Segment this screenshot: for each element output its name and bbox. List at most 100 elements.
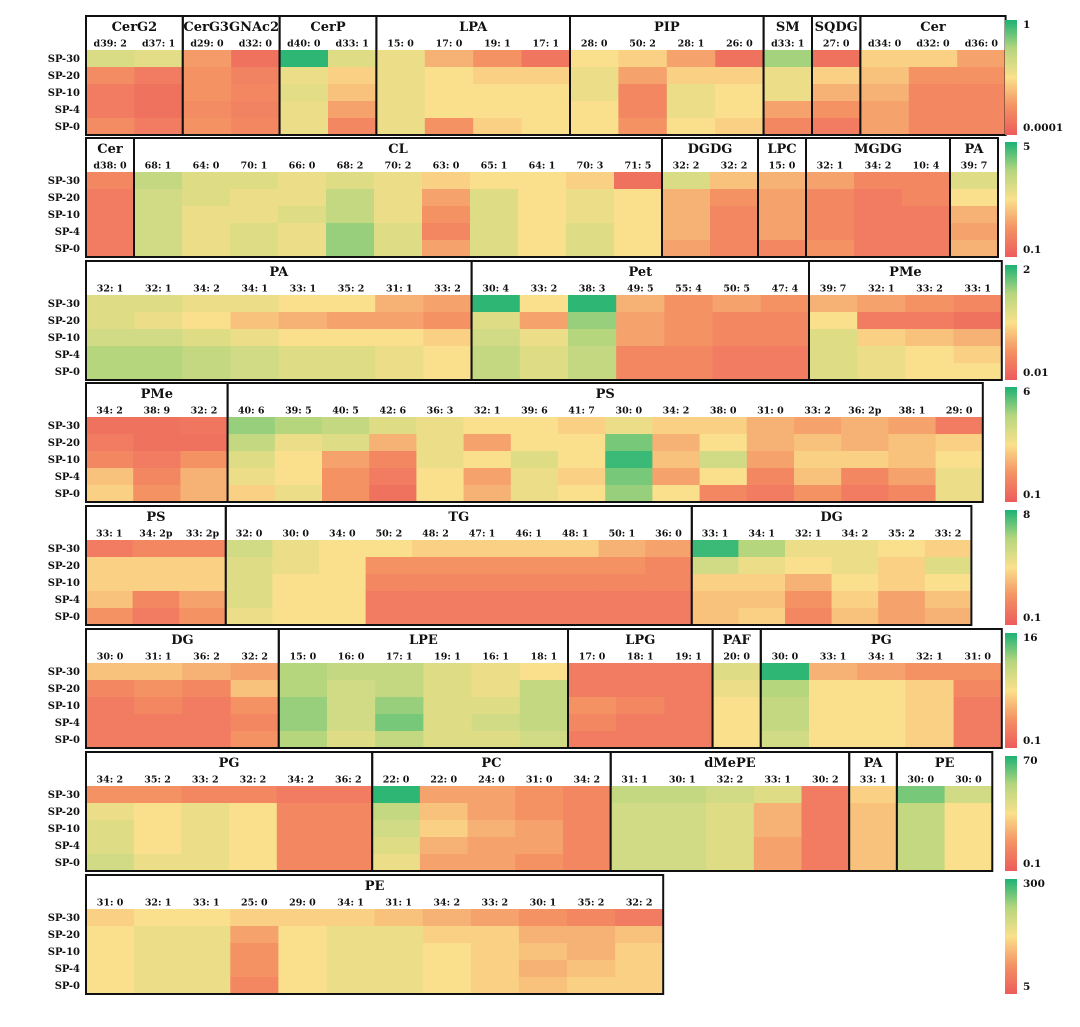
heatmap-cell bbox=[470, 240, 519, 258]
heatmap-cell bbox=[878, 557, 926, 575]
heatmap-cell bbox=[327, 295, 376, 313]
heatmap-cell bbox=[785, 540, 832, 558]
heatmap-cell bbox=[760, 329, 810, 347]
column-label: 32: 2 bbox=[191, 406, 218, 417]
column-label: 30: 1 bbox=[669, 775, 696, 786]
heatmap-cell bbox=[664, 663, 713, 681]
heatmap-cell bbox=[86, 926, 135, 944]
heatmap-cell bbox=[809, 312, 858, 330]
row-label: SP-0 bbox=[55, 735, 80, 746]
heatmap-cell bbox=[86, 697, 135, 715]
heatmap-cell bbox=[412, 608, 460, 626]
heatmap-cell bbox=[515, 837, 564, 855]
heatmap-cell bbox=[134, 363, 183, 381]
heatmap-cell bbox=[794, 451, 842, 469]
heatmap-cell bbox=[944, 820, 993, 838]
group-title: CerP bbox=[310, 20, 345, 35]
heatmap-cell bbox=[182, 240, 231, 258]
heatmap-cell bbox=[225, 540, 273, 558]
heatmap-cell bbox=[760, 312, 810, 330]
heatmap-cell bbox=[957, 118, 1006, 136]
column-label: d34: 0 bbox=[868, 39, 902, 50]
heatmap-cell bbox=[605, 468, 653, 486]
heatmap-cell bbox=[521, 84, 571, 102]
heatmap-cell bbox=[86, 101, 135, 119]
heatmap-cell bbox=[182, 101, 232, 119]
colorbar bbox=[1005, 879, 1017, 994]
heatmap-cell bbox=[953, 295, 1003, 313]
heatmap-cell bbox=[132, 557, 180, 575]
heatmap-cell bbox=[935, 485, 984, 503]
heatmap-cell bbox=[132, 608, 180, 626]
row-label: SP-30 bbox=[48, 299, 80, 310]
column-label: 22: 0 bbox=[430, 775, 457, 786]
heatmap-cell bbox=[857, 346, 906, 364]
heatmap-cell bbox=[888, 434, 936, 452]
heatmap-cell bbox=[375, 312, 424, 330]
heatmap-cell bbox=[568, 295, 617, 313]
heatmap-cell bbox=[376, 50, 426, 68]
heatmap-cell bbox=[950, 206, 999, 224]
heatmap-cell bbox=[558, 485, 606, 503]
heatmap-cell bbox=[182, 206, 231, 224]
heatmap-cell bbox=[132, 574, 180, 592]
heatmap-cell bbox=[470, 977, 520, 995]
heatmap-cell bbox=[230, 977, 279, 995]
heatmap-cell bbox=[227, 485, 276, 503]
column-label: 32: 1 bbox=[474, 406, 501, 417]
colorbar-min-label: 0.0001 bbox=[1023, 122, 1063, 134]
column-label: 17: 0 bbox=[436, 39, 463, 50]
column-label: 34: 2 bbox=[865, 161, 892, 172]
column-label: 31: 0 bbox=[757, 406, 784, 417]
colorbar-max-label: 6 bbox=[1023, 386, 1030, 398]
row-label: SP-4 bbox=[55, 227, 80, 238]
heatmap-cell bbox=[467, 820, 516, 838]
heatmap-cell bbox=[322, 417, 370, 435]
column-label: 32: 1 bbox=[795, 529, 822, 540]
heatmap-cell bbox=[278, 943, 327, 961]
heatmap-cell bbox=[181, 786, 230, 804]
column-label: 35: 2 bbox=[578, 898, 605, 909]
column-label: 33: 2 bbox=[935, 529, 962, 540]
heatmap-cell bbox=[272, 574, 320, 592]
row-label: SP-10 bbox=[48, 701, 80, 712]
row-label: SP-20 bbox=[48, 930, 80, 941]
heatmap-cell bbox=[471, 731, 521, 749]
heatmap-cell bbox=[860, 101, 910, 119]
heatmap-cell bbox=[715, 50, 764, 68]
column-label: 68: 1 bbox=[145, 161, 172, 172]
heatmap-cell bbox=[463, 468, 512, 486]
heatmap-cell bbox=[276, 854, 325, 872]
heatmap-cell bbox=[372, 786, 421, 804]
heatmap-cell bbox=[664, 697, 713, 715]
heatmap-cell bbox=[712, 714, 762, 732]
column-label: 47: 4 bbox=[772, 284, 799, 295]
heatmap-cell bbox=[182, 223, 231, 241]
heatmap-cell bbox=[758, 189, 807, 207]
heatmap-cell bbox=[699, 417, 748, 435]
heatmap-cell bbox=[610, 786, 659, 804]
heatmap-cell bbox=[699, 485, 748, 503]
heatmap-cell bbox=[558, 468, 606, 486]
heatmap-cell bbox=[278, 189, 327, 207]
heatmap-cell bbox=[416, 451, 464, 469]
heatmap-cell bbox=[278, 206, 327, 224]
heatmap-cell bbox=[664, 346, 713, 364]
column-label: 32: 2 bbox=[626, 898, 653, 909]
heatmap-cell bbox=[231, 118, 280, 136]
heatmap-cell bbox=[854, 240, 903, 258]
heatmap-cell bbox=[505, 591, 553, 609]
heatmap-cell bbox=[423, 295, 472, 313]
column-label: 50: 5 bbox=[723, 284, 750, 295]
group-title: PA bbox=[965, 142, 985, 157]
heatmap-cell bbox=[809, 295, 858, 313]
heatmap-cell bbox=[568, 731, 617, 749]
heatmap-cell bbox=[328, 84, 377, 102]
heatmap-cell bbox=[422, 189, 471, 207]
heatmap-cell bbox=[419, 837, 468, 855]
heatmap-cell bbox=[888, 451, 936, 469]
column-label: 48: 1 bbox=[562, 529, 589, 540]
heatmap-cell bbox=[134, 663, 183, 681]
heatmap-cell bbox=[662, 172, 711, 190]
